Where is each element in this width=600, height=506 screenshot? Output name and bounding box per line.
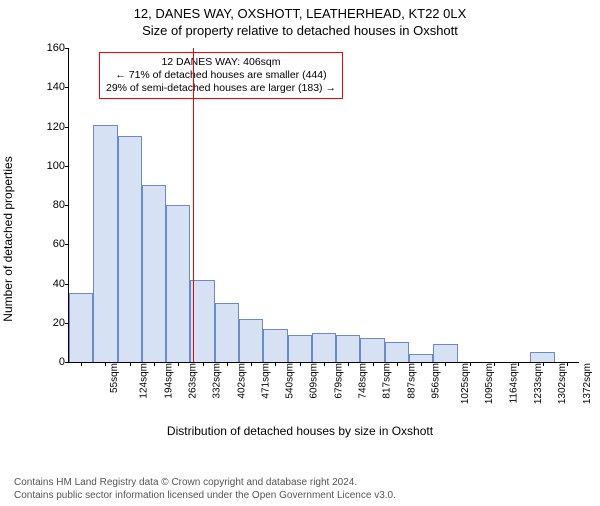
chart-title-sub: Size of property relative to detached ho… [0,23,600,38]
y-tick-label: 40 [39,278,65,290]
histogram-bar [385,342,409,362]
x-tick-label: 1025sqm [460,363,471,404]
x-tick-mark [494,362,495,366]
histogram-bar [360,338,384,362]
x-tick-mark [154,362,155,366]
x-tick-mark [421,362,422,366]
y-tick-mark [65,127,69,128]
footer-line-2: Contains public sector information licen… [14,490,396,503]
x-tick-mark [567,362,568,366]
x-tick-label: 609sqm [309,363,320,399]
chart-container: Number of detached properties 12 DANES W… [30,42,590,422]
histogram-bar [336,335,360,362]
histogram-bar [190,280,214,362]
y-tick-mark [65,362,69,363]
x-tick-mark [543,362,544,366]
x-tick-mark [81,362,82,366]
y-axis-label: Number of detached properties [1,156,15,321]
histogram-bar [93,125,117,362]
x-tick-mark [518,362,519,366]
x-tick-label: 1095sqm [485,363,496,404]
x-tick-label: 1372sqm [582,363,593,404]
x-tick-mark [470,362,471,366]
x-tick-mark [373,362,374,366]
histogram-bar [263,329,287,362]
y-tick-label: 100 [39,160,65,172]
y-tick-label: 80 [39,199,65,211]
x-tick-label: 679sqm [333,363,344,399]
histogram-bar [530,352,554,362]
x-tick-mark [178,362,179,366]
histogram-bar [118,136,142,362]
x-tick-mark [445,362,446,366]
y-tick-label: 20 [39,317,65,329]
y-tick-mark [65,205,69,206]
y-tick-mark [65,284,69,285]
x-tick-label: 817sqm [382,363,393,399]
x-tick-label: 55sqm [109,363,120,393]
x-tick-mark [227,362,228,366]
reference-line [193,48,194,362]
annotation-box: 12 DANES WAY: 406sqm ← 71% of detached h… [99,52,343,99]
histogram-bar [288,335,312,362]
x-tick-label: 124sqm [139,363,150,399]
y-tick-label: 160 [39,42,65,54]
x-tick-mark [397,362,398,366]
x-tick-label: 887sqm [406,363,417,399]
x-tick-mark [203,362,204,366]
x-tick-mark [130,362,131,366]
histogram-bar [433,344,457,362]
x-tick-label: 1233sqm [533,363,544,404]
chart-title-main: 12, DANES WAY, OXSHOTT, LEATHERHEAD, KT2… [0,6,600,21]
histogram-bar [239,319,263,362]
x-tick-label: 1164sqm [508,363,519,403]
x-tick-label: 332sqm [212,363,223,399]
footer-line-1: Contains HM Land Registry data © Crown c… [14,477,396,490]
histogram-bar [409,354,433,362]
x-tick-mark [300,362,301,366]
annotation-line-2: ← 71% of detached houses are smaller (44… [106,69,336,82]
x-tick-label: 471sqm [260,363,271,399]
x-tick-mark [348,362,349,366]
y-tick-label: 0 [39,356,65,368]
x-tick-label: 540sqm [285,363,296,399]
histogram-bar [312,333,336,362]
y-tick-mark [65,166,69,167]
y-tick-label: 120 [39,121,65,133]
x-tick-mark [324,362,325,366]
y-tick-label: 140 [39,81,65,93]
y-tick-mark [65,87,69,88]
footer-attribution: Contains HM Land Registry data © Crown c… [14,477,396,502]
histogram-bar [142,185,166,362]
x-tick-label: 1302sqm [557,363,568,404]
x-tick-mark [105,362,106,366]
x-tick-label: 263sqm [188,363,199,399]
x-axis-label: Distribution of detached houses by size … [0,424,600,438]
x-tick-mark [275,362,276,366]
x-tick-label: 402sqm [236,363,247,399]
x-tick-label: 956sqm [430,363,441,399]
x-tick-mark [251,362,252,366]
annotation-line-3: 29% of semi-detached houses are larger (… [106,82,336,95]
plot-area: 12 DANES WAY: 406sqm ← 71% of detached h… [68,48,579,363]
histogram-bar [215,303,239,362]
x-tick-label: 748sqm [358,363,369,399]
x-tick-label: 194sqm [163,363,174,399]
y-tick-mark [65,244,69,245]
y-tick-label: 60 [39,238,65,250]
histogram-bar [166,205,190,362]
annotation-line-1: 12 DANES WAY: 406sqm [106,56,336,69]
histogram-bar [69,293,93,362]
y-tick-mark [65,48,69,49]
